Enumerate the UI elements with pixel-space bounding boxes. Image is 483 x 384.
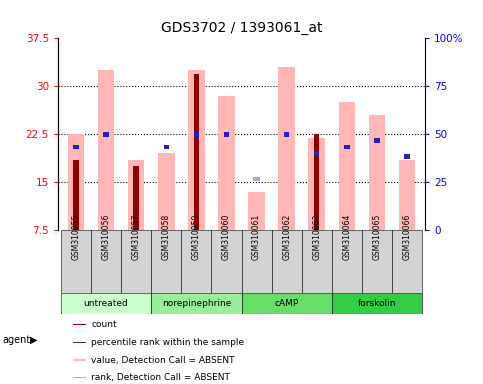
Bar xyxy=(72,324,86,326)
Text: GSM310060: GSM310060 xyxy=(222,214,231,260)
Text: GSM310062: GSM310062 xyxy=(282,214,291,260)
Bar xyxy=(98,70,114,230)
Bar xyxy=(73,145,79,149)
Bar xyxy=(404,154,410,159)
Bar xyxy=(369,115,385,230)
Bar xyxy=(72,359,86,361)
Text: GSM310056: GSM310056 xyxy=(101,214,111,260)
Bar xyxy=(248,192,265,230)
Bar xyxy=(392,230,422,293)
Text: GSM310059: GSM310059 xyxy=(192,214,201,260)
Bar xyxy=(73,160,79,230)
Bar xyxy=(91,230,121,293)
Bar xyxy=(332,293,422,314)
Bar xyxy=(188,70,205,230)
Bar xyxy=(278,67,295,230)
Bar xyxy=(284,132,289,137)
Bar xyxy=(332,230,362,293)
Bar xyxy=(164,145,169,149)
Bar xyxy=(253,177,260,181)
Bar xyxy=(314,134,319,230)
Text: GSM310061: GSM310061 xyxy=(252,214,261,260)
Bar xyxy=(271,230,302,293)
Text: GSM310063: GSM310063 xyxy=(312,214,321,260)
Bar xyxy=(68,134,85,230)
Bar xyxy=(302,230,332,293)
Text: GSM310057: GSM310057 xyxy=(132,214,141,260)
Bar xyxy=(242,293,332,314)
Bar xyxy=(194,74,199,230)
Text: count: count xyxy=(91,320,117,329)
Text: cAMP: cAMP xyxy=(274,299,299,308)
Bar xyxy=(362,230,392,293)
Bar xyxy=(121,230,151,293)
Bar xyxy=(133,166,139,230)
Bar xyxy=(151,230,181,293)
Text: untreated: untreated xyxy=(84,299,128,308)
Bar xyxy=(151,293,242,314)
Text: ▶: ▶ xyxy=(30,335,38,345)
Bar xyxy=(242,230,271,293)
Text: rank, Detection Call = ABSENT: rank, Detection Call = ABSENT xyxy=(91,373,230,382)
Text: forskolin: forskolin xyxy=(357,299,396,308)
Text: percentile rank within the sample: percentile rank within the sample xyxy=(91,338,244,347)
Text: value, Detection Call = ABSENT: value, Detection Call = ABSENT xyxy=(91,356,235,364)
Title: GDS3702 / 1393061_at: GDS3702 / 1393061_at xyxy=(161,21,322,35)
Bar xyxy=(128,160,144,230)
Bar xyxy=(309,137,325,230)
Bar xyxy=(374,139,380,143)
Bar xyxy=(61,293,151,314)
Text: GSM310065: GSM310065 xyxy=(372,214,382,260)
Text: GSM310055: GSM310055 xyxy=(71,214,81,260)
Bar xyxy=(218,96,235,230)
Bar xyxy=(344,145,350,149)
Bar xyxy=(103,132,109,137)
Text: GSM310066: GSM310066 xyxy=(402,214,412,260)
Text: GSM310058: GSM310058 xyxy=(162,214,171,260)
Bar xyxy=(72,377,86,378)
Bar xyxy=(194,132,199,137)
Bar xyxy=(61,230,91,293)
Bar xyxy=(181,230,212,293)
Text: norepinephrine: norepinephrine xyxy=(162,299,231,308)
Bar xyxy=(339,103,355,230)
Bar xyxy=(212,230,242,293)
Bar xyxy=(158,154,174,230)
Bar xyxy=(398,160,415,230)
Bar xyxy=(224,132,229,137)
Text: agent: agent xyxy=(2,335,30,345)
Bar xyxy=(72,342,86,343)
Text: GSM310064: GSM310064 xyxy=(342,214,351,260)
Bar xyxy=(314,151,319,156)
